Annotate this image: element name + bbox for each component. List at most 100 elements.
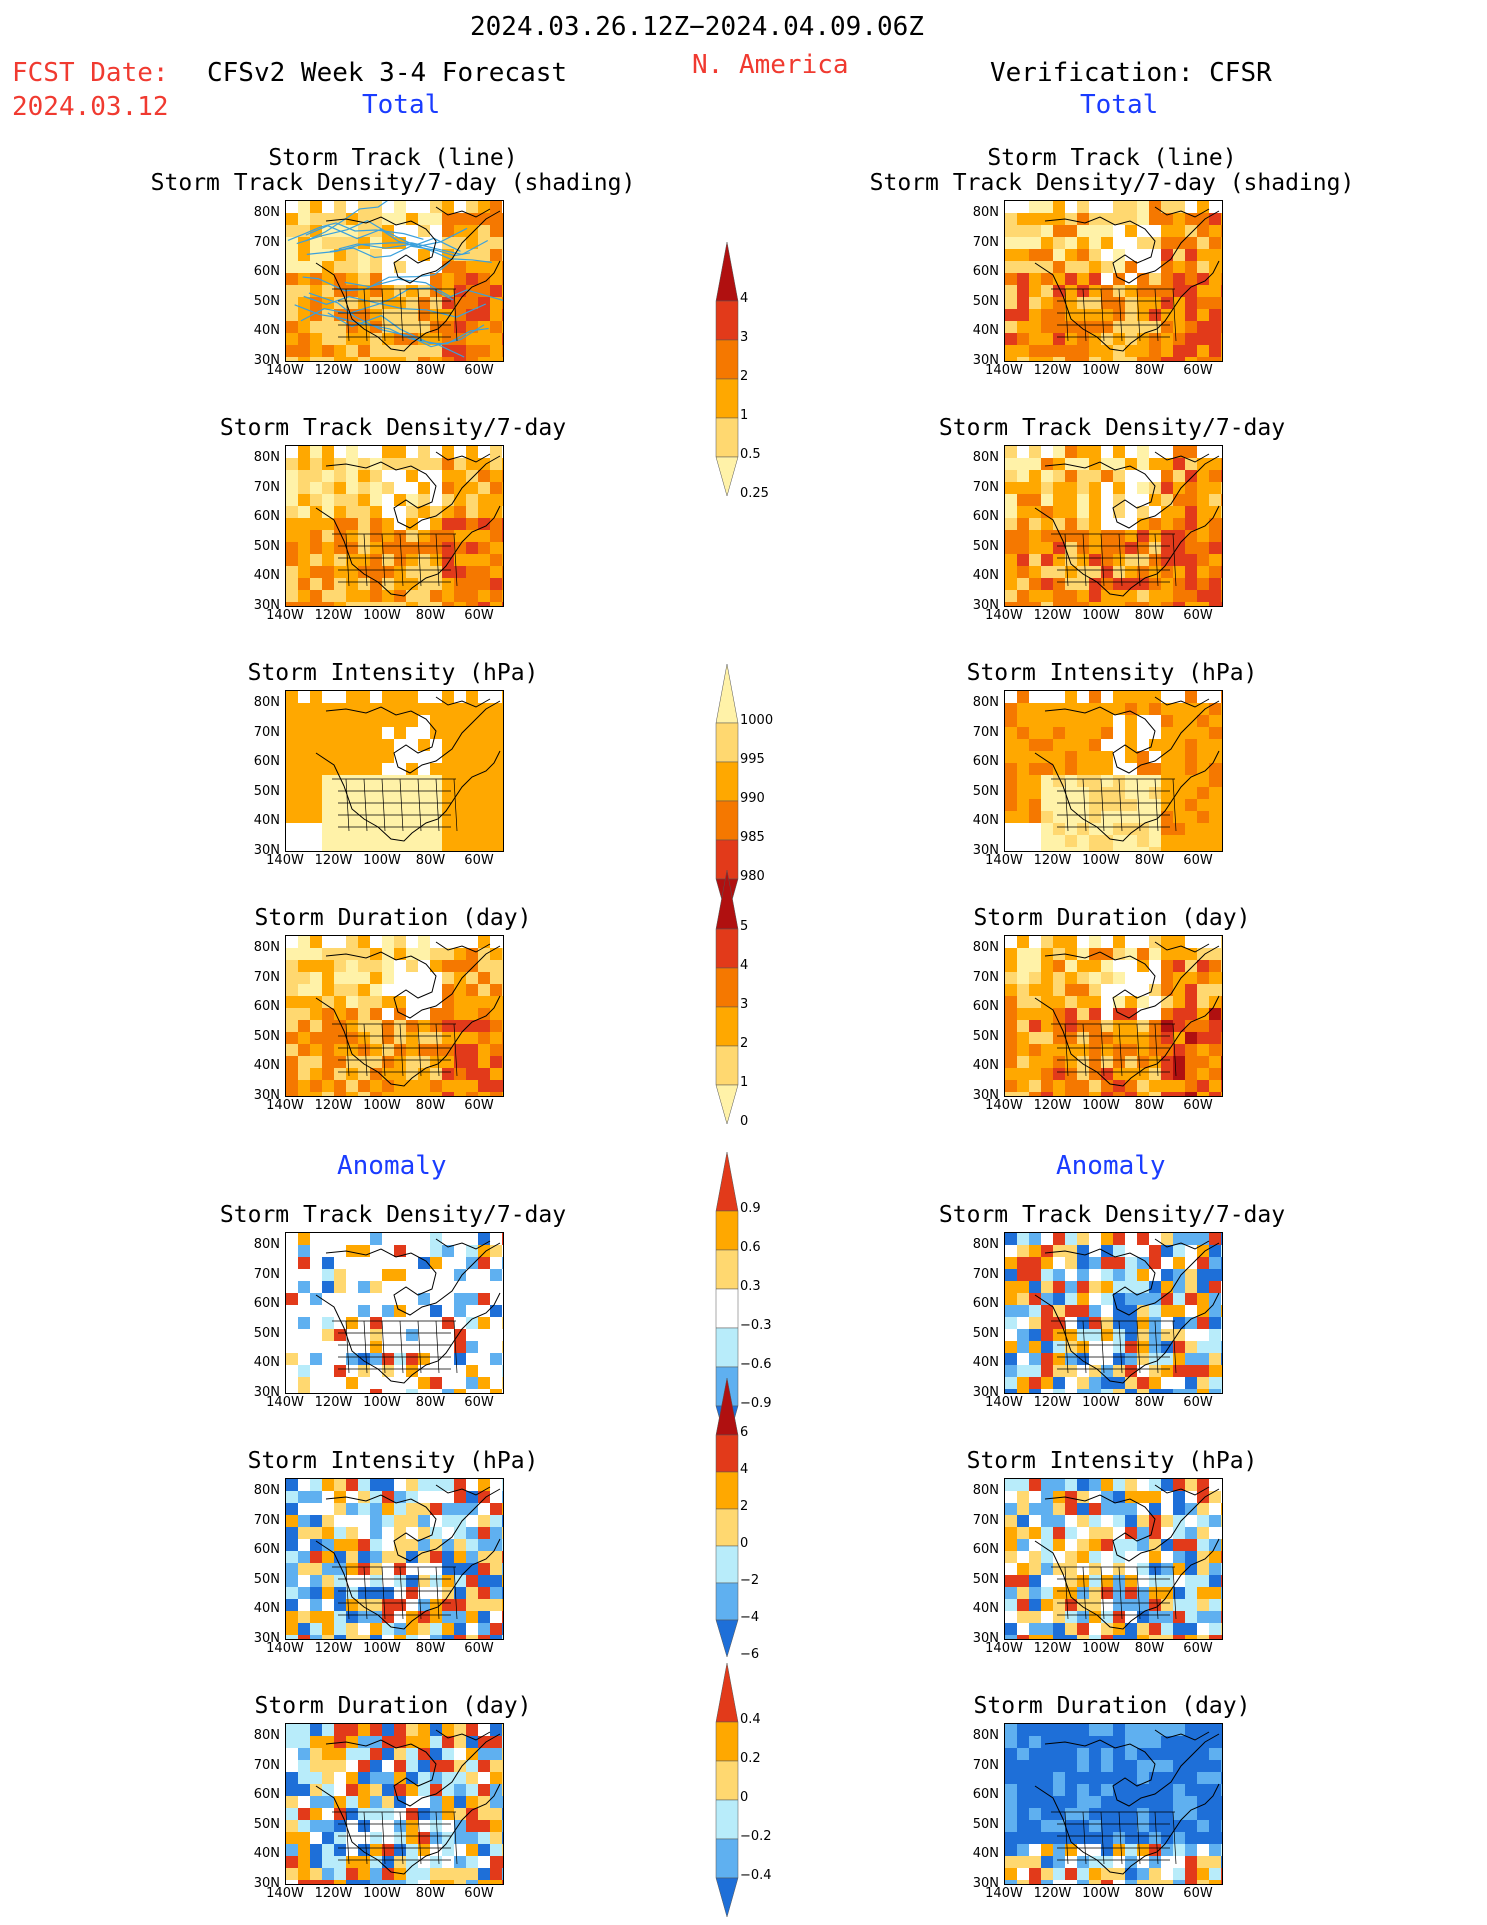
lat-tick-label: 70N — [253, 479, 280, 495]
map-panel-r6-c1 — [1004, 1723, 1223, 1885]
map-panel-r2-c1 — [1004, 690, 1223, 852]
lat-tick-label: 70N — [972, 1757, 999, 1773]
lon-tick-label: 140W — [266, 1641, 304, 1656]
colorbar-tick-label: 0 — [740, 1536, 749, 1552]
lon-tick-label: 60W — [1183, 1886, 1213, 1901]
lon-tick-label: 140W — [266, 1098, 304, 1113]
panel-title: Storm Intensity (hPa) — [247, 660, 539, 686]
map-field — [1005, 936, 1222, 1096]
lat-tick-label: 40N — [253, 568, 280, 583]
map-field — [286, 1233, 503, 1393]
lon-tick-label: 120W — [1033, 363, 1072, 378]
lon-tick-label: 140W — [266, 608, 304, 623]
lat-tick-label: 70N — [972, 724, 999, 740]
lat-tick-label: 40N — [972, 813, 999, 828]
lat-tick-label: 30N — [253, 1384, 280, 1400]
lon-tick-label: 100W — [1082, 1098, 1120, 1113]
lon-tick-label: 140W — [985, 1886, 1023, 1901]
lat-tick-label: 70N — [253, 234, 280, 250]
lon-tick-label: 120W — [314, 1886, 353, 1901]
colorbar-tick-label: 0.9 — [740, 1201, 761, 1217]
lon-tick-label: 140W — [266, 363, 304, 378]
lon-tick-label: 140W — [985, 853, 1023, 868]
anomaly-label-right: Anomaly — [1056, 1151, 1166, 1181]
lat-tick-label: 70N — [972, 969, 999, 985]
lon-tick-label: 100W — [363, 1886, 401, 1901]
lon-tick-label: 80W — [415, 608, 446, 623]
lon-tick-label: 60W — [464, 608, 494, 623]
lat-tick-label: 30N — [972, 1875, 999, 1891]
lat-tick-label: 70N — [972, 1512, 999, 1528]
lon-tick-label: 120W — [314, 1641, 353, 1656]
lat-tick-label: 60N — [972, 264, 999, 279]
colorbar-tick-label: 4 — [740, 291, 749, 307]
colorbar-tick-label: 3 — [740, 997, 749, 1013]
lat-tick-label: 60N — [972, 1542, 999, 1557]
lat-tick-label: 80N — [253, 1728, 280, 1743]
lon-tick-label: 140W — [985, 363, 1023, 378]
lat-tick-label: 30N — [972, 1087, 999, 1103]
total-label-right: Total — [1080, 90, 1159, 120]
lon-tick-label: 120W — [1033, 1886, 1072, 1901]
colorbar-tick-label: 0 — [740, 1790, 749, 1806]
lon-tick-label: 120W — [314, 608, 353, 623]
lat-tick-label: 70N — [972, 1266, 999, 1282]
lon-tick-label: 140W — [985, 608, 1023, 623]
lat-tick-label: 70N — [253, 1512, 280, 1528]
lon-tick-label: 100W — [1082, 608, 1120, 623]
panel-title: Storm Intensity (hPa) — [966, 1448, 1258, 1474]
lat-tick-label: 70N — [253, 724, 280, 740]
lat-tick-label: 60N — [972, 1787, 999, 1802]
map-panel-r4-c0 — [285, 1232, 504, 1394]
map-panel-r1-c1 — [1004, 445, 1223, 607]
lat-tick-label: 70N — [253, 969, 280, 985]
lat-tick-label: 70N — [253, 1757, 280, 1773]
lon-tick-label: 60W — [1183, 853, 1213, 868]
map-field — [286, 201, 503, 361]
lon-tick-label: 80W — [1134, 1886, 1165, 1901]
map-field — [286, 1479, 503, 1639]
colorbar-tick-label: 4 — [740, 1462, 749, 1478]
lat-tick-label: 40N — [253, 813, 280, 828]
colorbar-tick-label: 995 — [740, 752, 765, 768]
lon-tick-label: 80W — [415, 1395, 446, 1410]
colorbar-tick-label: 2 — [740, 1499, 749, 1515]
lon-tick-label: 60W — [464, 853, 494, 868]
lon-tick-label: 140W — [985, 1395, 1023, 1410]
model-title: CFSv2 Week 3-4 Forecast — [207, 58, 568, 88]
lon-tick-label: 80W — [1134, 853, 1165, 868]
colorbar-tick-label: 1 — [740, 1075, 749, 1091]
lon-tick-label: 140W — [985, 1641, 1023, 1656]
colorbar-tick-label: 980 — [740, 869, 765, 885]
lat-tick-label: 80N — [253, 695, 280, 710]
map-field — [1005, 1479, 1222, 1639]
panel-title: Storm Duration (day) — [973, 905, 1251, 931]
colorbar-tick-label: 0.3 — [740, 1279, 761, 1295]
colorbar-tick-label: 0.4 — [740, 1712, 761, 1728]
lat-tick-label: 80N — [972, 940, 999, 955]
lon-tick-label: 80W — [415, 1641, 446, 1656]
map-panel-r5-c1 — [1004, 1478, 1223, 1640]
colorbar-tick-label: −2 — [740, 1573, 760, 1589]
lat-tick-label: 40N — [972, 1601, 999, 1616]
map-field — [286, 1724, 503, 1884]
lat-tick-label: 80N — [972, 1728, 999, 1743]
lat-tick-label: 60N — [972, 999, 999, 1014]
lon-tick-label: 80W — [1134, 1098, 1165, 1113]
lon-tick-label: 100W — [1082, 363, 1120, 378]
lat-tick-label: 70N — [972, 479, 999, 495]
lon-tick-label: 120W — [1033, 608, 1072, 623]
map-panel-r3-c1 — [1004, 935, 1223, 1097]
lon-tick-label: 80W — [415, 853, 446, 868]
lat-tick-label: 50N — [972, 783, 999, 799]
lat-tick-label: 80N — [972, 695, 999, 710]
lon-tick-label: 100W — [363, 853, 401, 868]
lat-tick-label: 80N — [972, 1237, 999, 1252]
panel-title: Storm Duration (day) — [973, 1693, 1251, 1719]
lon-tick-label: 140W — [266, 853, 304, 868]
lat-tick-label: 30N — [972, 352, 999, 368]
lat-tick-label: 30N — [253, 842, 280, 858]
lat-tick-label: 30N — [972, 842, 999, 858]
panel-title: Storm Track Density/7-day (shading) — [869, 170, 1355, 196]
lon-tick-label: 100W — [1082, 1886, 1120, 1901]
